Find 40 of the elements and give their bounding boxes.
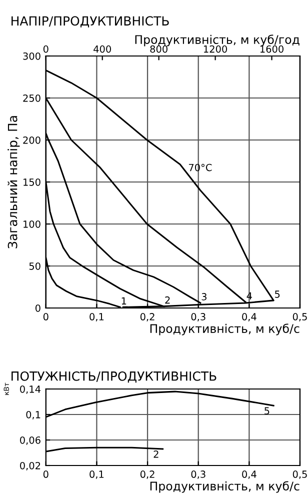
x-axis-title: Продуктивність, м куб/с (150, 481, 300, 493)
series-label: 5 (264, 407, 270, 414)
x2-tick-label: 1200 (204, 45, 228, 53)
x-tick-label: 0 (43, 313, 48, 320)
y-tick-label: 0,1 (26, 410, 40, 420)
x-tick-label: 0,3 (191, 313, 206, 322)
series-label: 2 (154, 450, 158, 458)
x2-tick-label: 1600 (260, 45, 284, 53)
series-label: 5 (275, 290, 280, 298)
x-tick-label: 0,2 (140, 313, 154, 322)
x-tick-label: 0,4 (242, 470, 256, 479)
x2-tick-label: 0 (43, 45, 48, 53)
y-tick-label: 300 (23, 52, 40, 60)
y-tick-label: 250 (23, 94, 40, 102)
y-tick-label: 0,06 (20, 436, 40, 445)
y-tick-label: 150 (24, 178, 40, 186)
x2-axis-title: Продуктивність, м куб/год (135, 34, 300, 46)
x-tick-label: 0,4 (242, 313, 256, 322)
y-tick-label: 50 (29, 262, 40, 270)
x-tick-label: 0,5 (292, 313, 307, 322)
y-tick-label: 0,02 (20, 462, 40, 470)
chart-title: НАПІР/ПРОДУКТИВНІСТЬ (12, 16, 169, 28)
series-label: 1 (122, 297, 126, 304)
x-axis-title: Продуктивність, м куб/с (150, 324, 300, 336)
x-tick-label: 0,5 (292, 470, 307, 479)
x-tick-label: 0 (43, 470, 48, 478)
y-tick-label: 0 (35, 304, 40, 312)
y-tick-label: 200 (23, 136, 40, 144)
chart-title: ПОТУЖНІСТЬ/ПРОДУКТИВНІСТЬ (12, 371, 216, 383)
x2-tick-label: 800 (150, 45, 168, 53)
x2-tick-label: 400 (94, 45, 111, 53)
x-tick-label: 0,1 (90, 313, 104, 322)
x-tick-label: 0,1 (90, 470, 104, 479)
x-tick-label: 0,3 (191, 470, 206, 479)
y-tick-label: 0,14 (20, 385, 40, 394)
series-label: 3 (202, 293, 206, 300)
y-tick-label: 100 (24, 220, 40, 228)
series-label: 2 (165, 296, 170, 304)
y-axis-title: Загальний напір, Па (8, 116, 20, 248)
x-tick-label: 0,2 (140, 470, 154, 479)
